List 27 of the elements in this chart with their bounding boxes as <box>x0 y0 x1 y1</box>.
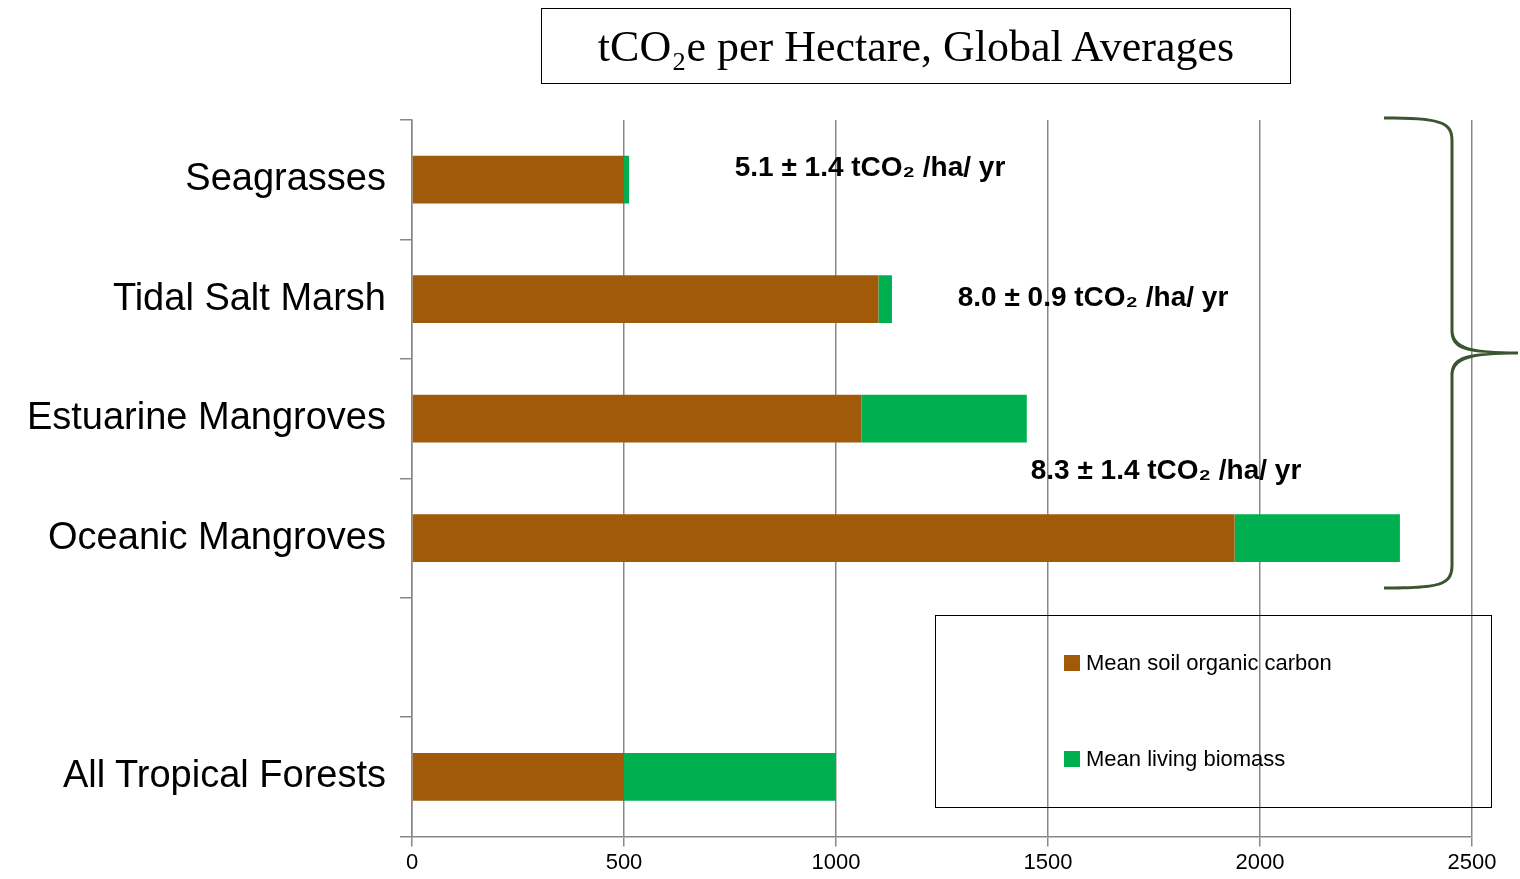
x-tick-label: 2000 <box>1235 848 1285 874</box>
x-tick-label: 2500 <box>1447 848 1497 874</box>
annotation: 8.3 ± 1.4 tCO₂ /ha/ yr <box>1030 453 1302 485</box>
bar <box>878 275 892 324</box>
chart-title: tCO₂e per Hectare, Global Averages <box>541 8 1291 84</box>
bar <box>412 514 1235 562</box>
y-tick-label: Seagrasses <box>185 156 386 199</box>
bar <box>412 155 624 204</box>
bar <box>412 275 879 324</box>
bar <box>1234 514 1400 562</box>
legend-label: Mean soil organic carbon <box>1086 650 1332 676</box>
x-tick-label: 1500 <box>1023 848 1073 874</box>
legend-label: Mean living biomass <box>1086 746 1286 772</box>
annotation: 8.0 ± 0.9 tCO₂ /ha/ yr <box>957 280 1229 312</box>
bar <box>624 753 836 801</box>
y-tick-label: All Tropical Forests <box>62 753 386 796</box>
x-tick-label: 500 <box>605 848 643 874</box>
x-tick-label: 0 <box>405 848 419 874</box>
y-tick-label: Tidal Salt Marsh <box>112 275 386 318</box>
bar <box>412 753 624 801</box>
y-tick-label: Oceanic Mangroves <box>48 514 386 557</box>
bar <box>861 394 1027 443</box>
annotation: 5.1 ± 1.4 tCO₂ /ha/ yr <box>734 150 1006 182</box>
bar <box>412 394 862 443</box>
y-tick-label: Estuarine Mangroves <box>26 395 386 438</box>
x-tick-label: 1000 <box>811 848 861 874</box>
bar <box>624 155 630 204</box>
